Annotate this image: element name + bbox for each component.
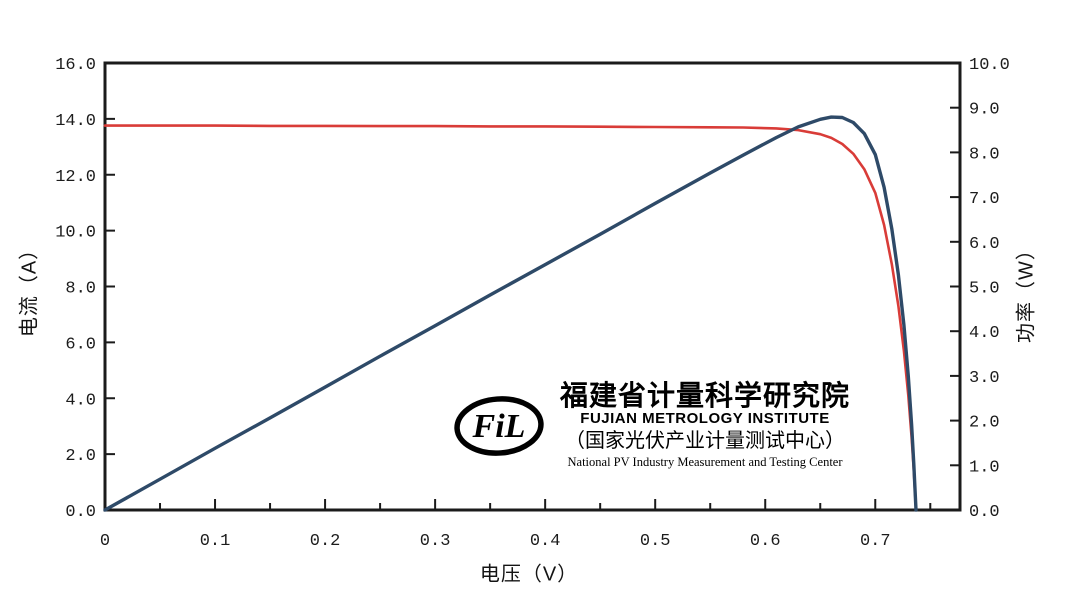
right-tick-label: 1.0 [969,458,1000,477]
x-tick-label: 0.1 [200,532,231,551]
x-tick-label: 0.5 [640,532,671,551]
left-tick-label: 14.0 [55,112,96,131]
center-name-en: National PV Industry Measurement and Tes… [567,455,843,470]
x-tick-label: 0.4 [530,532,561,551]
watermark-text-block: 福建省计量科学研究院 FUJIAN METROLOGY INSTITUTE （国… [560,381,850,470]
right-tick-label: 5.0 [969,280,1000,299]
x-tick-label: 0.2 [310,532,341,551]
fil-logo-icon: FiL [454,395,544,456]
institute-name-cn: 福建省计量科学研究院 [560,380,851,411]
left-axis-title: 电流（A） [18,238,41,338]
pv-curve [103,115,918,512]
center-name-cn: （国家光伏产业计量测试中心） [565,430,845,453]
left-tick-label: 4.0 [65,391,96,410]
x-axis-title: 电压（V） [479,563,579,586]
right-tick-label: 8.0 [969,145,1000,164]
right-tick-label: 3.0 [969,369,1000,388]
x-tick-label: 0 [100,532,110,551]
iv-curve [103,124,918,512]
left-tick-label: 16.0 [55,56,96,75]
right-tick-label: 4.0 [969,324,1000,343]
right-axis-title: 功率（W） [1015,239,1038,343]
institute-watermark: FiL 福建省计量科学研究院 FUJIAN METROLOGY INSTITUT… [451,381,850,470]
institute-name-en: FUJIAN METROLOGY INSTITUTE [580,410,830,428]
x-tick-label: 0.3 [420,532,451,551]
right-tick-label: 9.0 [969,101,1000,120]
left-tick-label: 12.0 [55,168,96,187]
right-tick-label: 2.0 [969,414,1000,433]
x-tick-label: 0.6 [750,532,781,551]
fil-logo-text: FiL [472,408,526,445]
right-tick-label: 7.0 [969,190,1000,209]
left-tick-label: 2.0 [65,447,96,466]
left-tick-label: 8.0 [65,280,96,299]
right-tick-label: 0.0 [969,503,1000,522]
left-tick-label: 0.0 [65,503,96,522]
right-tick-label: 6.0 [969,235,1000,254]
left-tick-label: 10.0 [55,224,96,243]
right-tick-label: 10.0 [969,56,1010,75]
left-tick-label: 6.0 [65,335,96,354]
plot-frame [103,61,962,512]
x-tick-label: 0.7 [860,532,891,551]
